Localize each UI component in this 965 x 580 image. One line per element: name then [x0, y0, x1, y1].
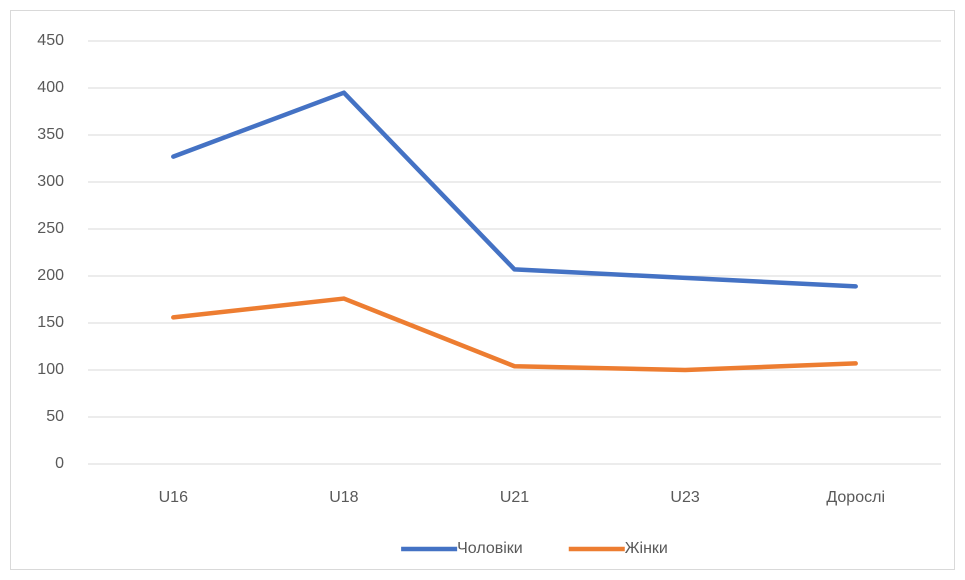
legend-label: Жінки — [625, 540, 668, 557]
legend-label: Чоловіки — [457, 540, 523, 557]
y-tick-label: 350 — [37, 126, 64, 143]
x-tick-label: U16 — [159, 489, 188, 506]
y-tick-label: 50 — [46, 408, 64, 425]
x-tick-label: U23 — [670, 489, 699, 506]
line-series — [171, 90, 858, 289]
line-series — [171, 296, 858, 373]
y-tick-label: 0 — [55, 455, 64, 472]
y-tick-label: 100 — [37, 361, 64, 378]
y-tick-label: 400 — [37, 79, 64, 96]
x-tick-label: U18 — [329, 489, 358, 506]
x-tick-label: U21 — [500, 489, 529, 506]
y-tick-label: 200 — [37, 267, 64, 284]
x-tick-label: Дорослі — [826, 489, 885, 506]
y-tick-label: 300 — [37, 173, 64, 190]
chart-border — [10, 10, 955, 570]
y-tick-label: 250 — [37, 220, 64, 237]
y-tick-label: 150 — [37, 314, 64, 331]
y-tick-label: 450 — [37, 32, 64, 49]
